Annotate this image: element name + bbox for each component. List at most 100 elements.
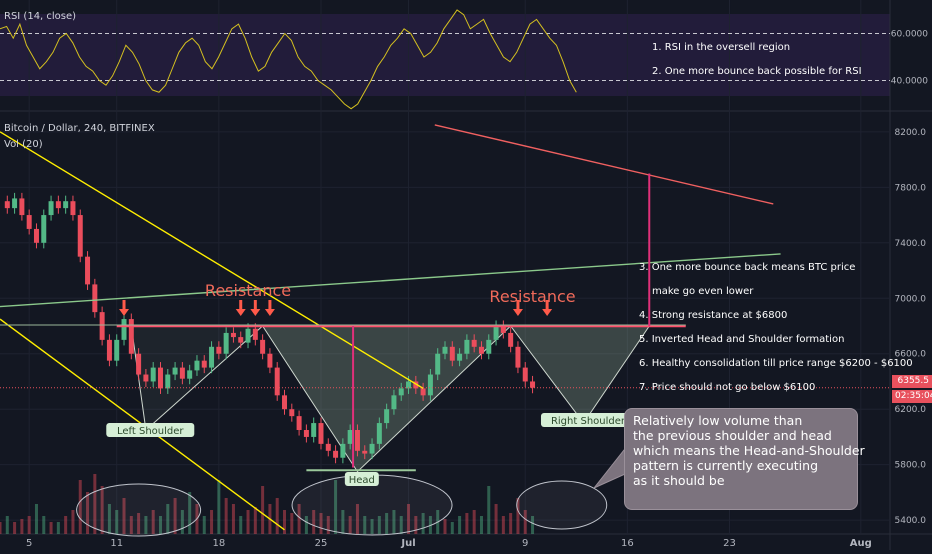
candle-body [165,374,171,389]
candle-body [179,367,185,379]
candle-body [296,416,302,430]
volume-bar [64,516,68,534]
volume-bar [137,513,141,534]
right-shoulder-label: Right Shoulder [551,416,626,427]
volume-bar [523,510,527,534]
volume-bar [86,492,90,534]
note-4: 4. Strong resistance at $6800 [639,310,788,321]
candle-body [347,430,353,444]
resistance-label-left: Resistance [205,281,291,300]
right-shoulder-label-bg [540,413,635,427]
volume-bar [239,516,243,534]
resistance-arrow-icon [119,300,130,316]
candle-body [515,346,521,368]
volume-bar [129,516,133,534]
candle-body [391,395,397,410]
candle-body [398,388,404,396]
volume-bar [231,504,235,534]
candle-body [92,284,98,313]
volume-bar [275,498,279,534]
green-trendline [0,253,781,308]
candle-body [252,328,258,340]
volume-bar [363,516,367,534]
time-tick-label: Jul [400,538,415,549]
candle-body [471,339,477,347]
candle-body [201,360,207,368]
volume-bar [494,504,498,534]
candle-body [99,312,105,340]
time-tick-label: 18 [212,538,225,549]
candle-body [194,360,200,371]
price-tick-label: 6200.0 [895,405,927,415]
candle-body [376,423,382,444]
candle-body [406,381,412,389]
volume-bar [472,510,476,534]
volume-bar [158,516,162,534]
candle-body [449,346,455,361]
candle-body [12,198,18,209]
pattern-shapes [76,325,651,537]
resistance-arrow-icon [235,300,246,316]
candle-body [303,430,309,437]
main-chart-title: Bitcoin / Dollar, 240, BITFINEX [4,123,155,134]
rsi-line [0,9,577,110]
candle-body [267,353,273,368]
volume-bar [355,504,359,534]
candle-body [413,381,419,389]
volume-bar [246,510,250,534]
volume-bar [100,486,104,534]
volume-bar [93,474,97,534]
candle-body [318,423,324,444]
volume-bar [34,504,38,534]
volume-bar [13,522,17,534]
volume-bar [509,513,513,534]
resistance-arrow-icon [512,300,523,316]
rsi-note-2: 2. One more bounce back possible for RSI [652,66,862,77]
volume-callout: Relatively low volume than the previous … [624,408,865,510]
time-tick-label: 25 [315,538,328,549]
volume-bar [479,516,483,534]
candle-body [26,215,32,229]
axis-layer: 8200.0 7800.0 7400.0 7000.0 6600.0 6200.0 5800… [26,30,928,550]
head-label: Head [349,475,375,486]
volume-bar [377,516,381,534]
candle-body [369,443,375,454]
candle-body [508,332,514,347]
volume-bar [180,510,184,534]
price-tick-label: 5400.0 [895,516,927,526]
last-price-tag: 6355.5 [892,375,932,388]
candle-body [500,326,506,333]
volume-bar [487,486,491,534]
candle-body [128,319,134,354]
volume-bar [253,507,257,534]
volume-bar [166,504,170,534]
candle-body [85,256,91,285]
volume-bar [319,513,323,534]
candle-body [522,367,528,382]
candles-layer [4,192,536,464]
candle-body [245,328,251,343]
volume-bar [516,498,520,534]
volume-bar [458,516,462,534]
volume-bar [407,504,411,534]
candle-body [77,215,83,257]
note-6: 6. Healthy consolidation till price rang… [639,358,913,369]
candle-body [427,374,433,396]
candle-body [209,346,215,368]
candle-body [187,370,193,379]
volume-bar [202,516,206,534]
candle-body [55,201,61,209]
volume-bar [20,519,24,534]
volume-bar [151,510,155,534]
note-3: 3. One more bounce back means BTC price [639,262,856,273]
volume-bar [5,516,9,534]
candle-body [121,319,127,340]
rsi-tick-label: 60.0000 [891,30,928,40]
candle-body [435,353,441,375]
volume-bar [210,510,214,534]
price-tick-label: 5800.0 [895,461,927,471]
volume-bar [392,510,396,534]
red-trendline [434,124,774,205]
